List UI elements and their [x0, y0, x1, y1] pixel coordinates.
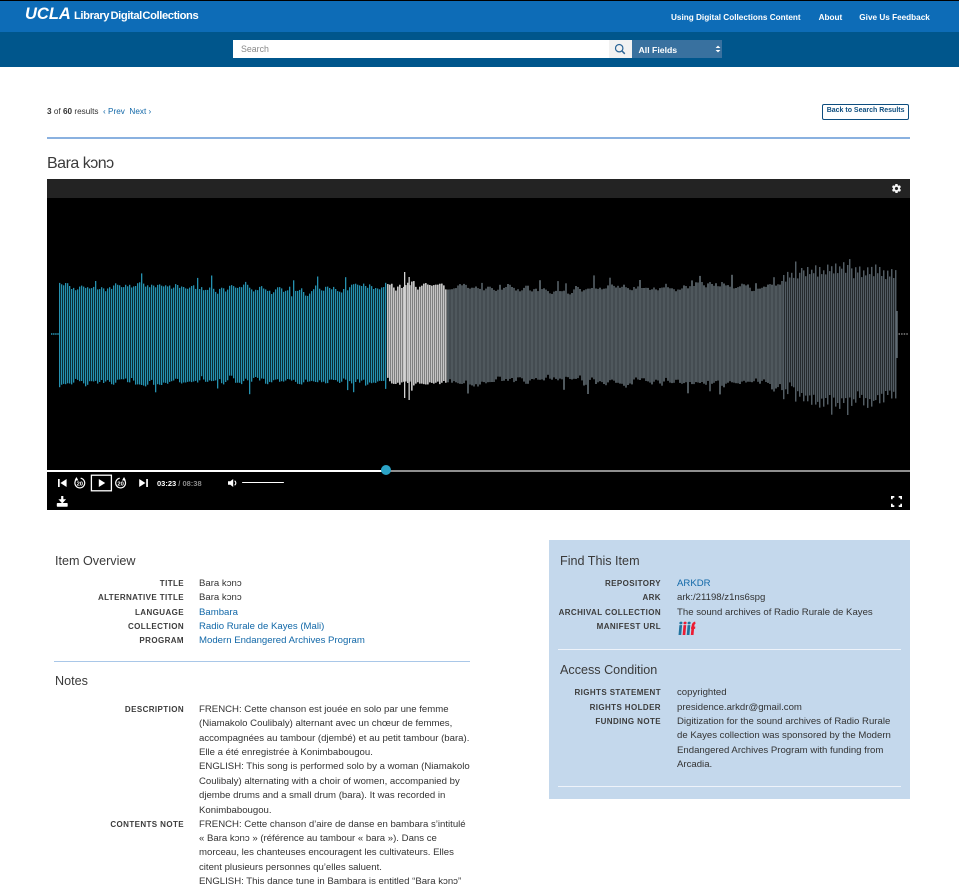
svg-text:20: 20 [77, 481, 83, 487]
svg-text:20: 20 [117, 481, 123, 487]
